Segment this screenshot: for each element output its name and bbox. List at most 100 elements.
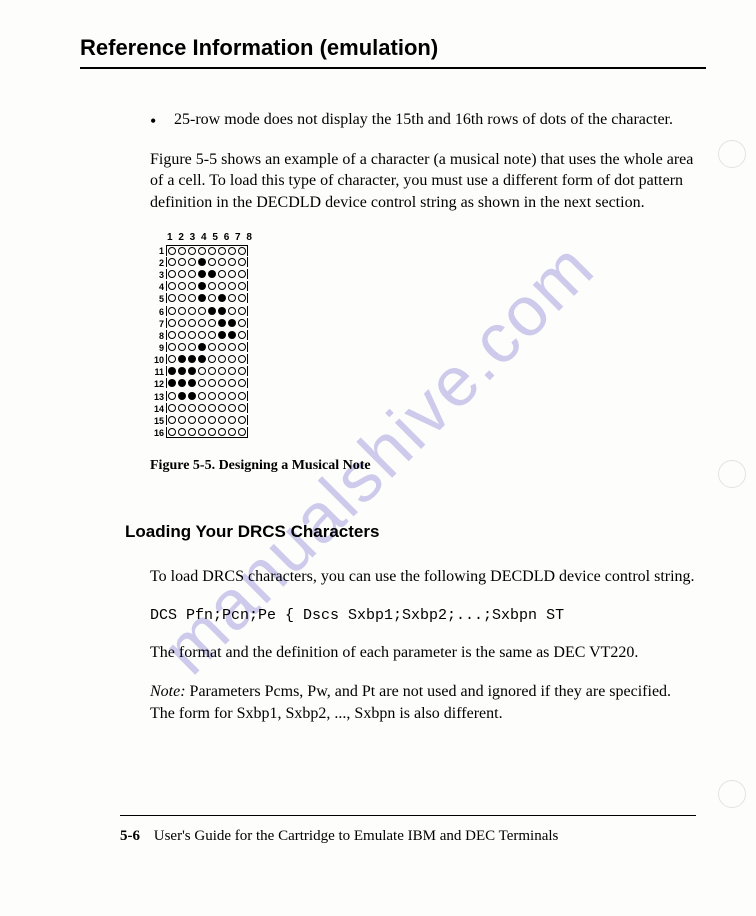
grid-cell xyxy=(197,330,207,340)
grid-cell xyxy=(207,391,217,401)
grid-cell xyxy=(237,281,247,291)
grid-cell xyxy=(237,342,247,352)
grid-cell xyxy=(227,427,237,437)
dot-empty xyxy=(188,247,196,255)
grid-row-label: 1 xyxy=(150,245,164,257)
dot-empty xyxy=(188,319,196,327)
dot-empty xyxy=(228,404,236,412)
grid-row: 1 xyxy=(150,245,696,257)
dot-empty xyxy=(238,416,246,424)
dot-empty xyxy=(228,258,236,266)
figure-5-5: 1 2 3 4 5 6 7 8 12345678910111213141516 … xyxy=(150,231,696,476)
grid-cell xyxy=(187,378,197,388)
grid-row: 11 xyxy=(150,366,696,378)
grid-cell xyxy=(187,403,197,413)
dot-empty xyxy=(178,404,186,412)
dot-empty xyxy=(208,258,216,266)
grid-cell xyxy=(167,330,177,340)
dot-empty xyxy=(198,416,206,424)
bullet-marker: • xyxy=(150,109,174,131)
grid-cell xyxy=(197,403,207,413)
dot-empty xyxy=(208,379,216,387)
grid-row-label: 9 xyxy=(150,342,164,354)
grid-cell xyxy=(227,378,237,388)
bullet-item: • 25-row mode does not display the 15th … xyxy=(150,109,696,131)
dot-filled xyxy=(198,270,206,278)
dot-empty xyxy=(188,343,196,351)
grid-cell xyxy=(167,403,177,413)
dot-empty xyxy=(228,247,236,255)
dot-empty xyxy=(208,247,216,255)
grid-cell xyxy=(187,366,197,376)
grid-row-label: 6 xyxy=(150,306,164,318)
grid-cell xyxy=(227,391,237,401)
dot-empty xyxy=(188,404,196,412)
dot-empty xyxy=(238,379,246,387)
dot-empty xyxy=(218,282,226,290)
dot-empty xyxy=(238,282,246,290)
title-rule xyxy=(80,67,706,69)
code-line: DCS Pfn;Pcn;Pe { Dscs Sxbp1;Sxbp2;...;Sx… xyxy=(150,606,696,626)
grid-row-label: 5 xyxy=(150,293,164,305)
grid-row: 8 xyxy=(150,330,696,342)
grid-cell xyxy=(207,330,217,340)
dot-filled xyxy=(168,367,176,375)
grid-cell xyxy=(227,342,237,352)
dot-empty xyxy=(208,367,216,375)
grid-cell xyxy=(217,427,227,437)
dot-empty xyxy=(188,416,196,424)
dot-empty xyxy=(228,367,236,375)
grid-cell xyxy=(197,318,207,328)
dot-empty xyxy=(218,367,226,375)
grid-cell xyxy=(177,269,187,279)
footer-rule xyxy=(120,815,696,816)
grid-cell xyxy=(187,269,197,279)
dot-empty xyxy=(178,307,186,315)
grid-cell xyxy=(227,403,237,413)
grid-cell xyxy=(227,330,237,340)
grid-row: 9 xyxy=(150,342,696,354)
grid-cell xyxy=(187,415,197,425)
grid-cell xyxy=(207,318,217,328)
dot-empty xyxy=(238,392,246,400)
dot-filled xyxy=(188,392,196,400)
grid-cell xyxy=(187,281,197,291)
dot-empty xyxy=(168,404,176,412)
grid-cell xyxy=(217,342,227,352)
grid-cell xyxy=(187,342,197,352)
dot-empty xyxy=(198,379,206,387)
dot-empty xyxy=(208,392,216,400)
grid-cell xyxy=(217,378,227,388)
grid-cell xyxy=(167,366,177,376)
grid-cell xyxy=(187,391,197,401)
grid-cell xyxy=(237,403,247,413)
grid-cell xyxy=(217,354,227,364)
grid-cell xyxy=(227,293,237,303)
grid-cell xyxy=(237,293,247,303)
grid-cell xyxy=(197,415,207,425)
dot-empty xyxy=(218,258,226,266)
grid-row-label: 4 xyxy=(150,281,164,293)
grid-cell xyxy=(237,318,247,328)
dot-empty xyxy=(178,258,186,266)
page-number: 5-6 xyxy=(120,828,140,844)
dot-empty xyxy=(188,307,196,315)
grid-cell xyxy=(177,281,187,291)
dot-empty xyxy=(238,247,246,255)
grid-cell xyxy=(167,246,177,256)
dot-empty xyxy=(238,428,246,436)
grid-cell xyxy=(237,257,247,267)
grid-cell xyxy=(217,366,227,376)
grid-cell xyxy=(217,257,227,267)
dot-empty xyxy=(188,331,196,339)
grid-cell xyxy=(167,281,177,291)
grid-cell xyxy=(197,366,207,376)
dot-empty xyxy=(218,428,226,436)
grid-cell xyxy=(207,257,217,267)
grid-cell xyxy=(167,427,177,437)
grid-cell xyxy=(167,342,177,352)
grid-cell xyxy=(167,293,177,303)
dot-empty xyxy=(238,404,246,412)
dot-empty xyxy=(238,343,246,351)
dot-empty xyxy=(178,428,186,436)
